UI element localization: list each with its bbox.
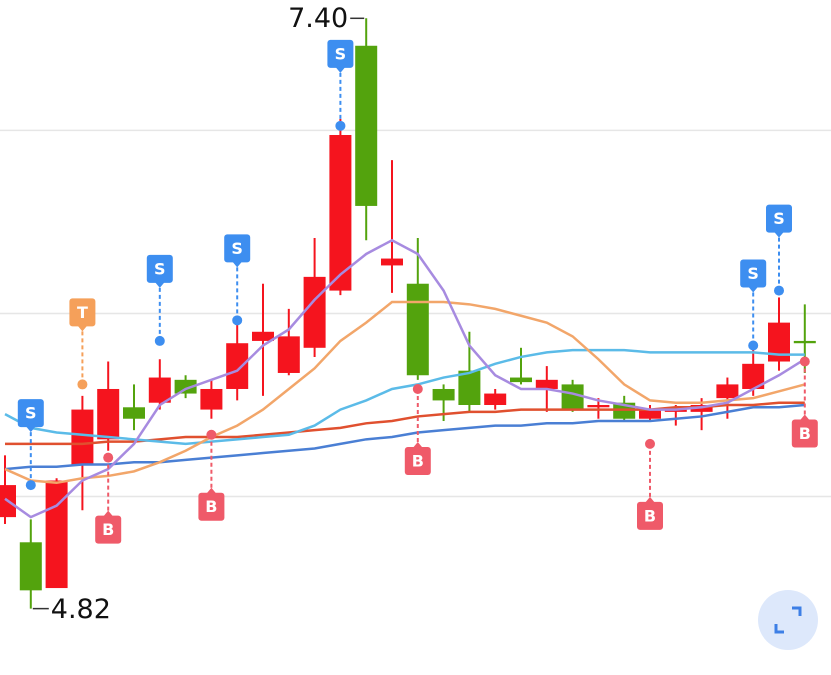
signal-dot (748, 340, 759, 351)
candle-body (561, 384, 584, 410)
signal-label: T (77, 303, 88, 322)
candle-body (432, 388, 455, 401)
moving-average-line (4, 403, 805, 471)
signal-label: S (773, 209, 785, 228)
button-bg[interactable] (758, 590, 818, 650)
signal-marker: T (69, 298, 96, 390)
candle-body (277, 336, 300, 373)
signal-badge (791, 419, 818, 448)
signal-label: S (747, 264, 759, 283)
badge-pointer (412, 441, 423, 448)
badge-pointer (748, 286, 759, 293)
moving-average-line (5, 401, 805, 446)
signal-badge (146, 254, 173, 283)
signal-dot (103, 452, 114, 463)
badge-pointer (206, 487, 217, 494)
candle-body (329, 135, 352, 291)
signal-marker: B (791, 356, 818, 448)
signal-label: B (205, 497, 217, 516)
candle-body (716, 384, 739, 399)
candle-body (226, 343, 249, 389)
signal-badge (95, 515, 122, 544)
signal-marker: B (637, 438, 663, 530)
signal-label: S (335, 44, 347, 63)
candle-body (71, 409, 94, 465)
signal-marker: S (224, 234, 251, 326)
signal-label: B (412, 451, 424, 470)
badge-pointer (25, 426, 36, 433)
moving-average-line (4, 238, 806, 519)
signal-badge (69, 298, 96, 327)
candle-body (355, 45, 378, 206)
candle-body (458, 370, 481, 405)
candle-body (148, 377, 171, 403)
candle-body (793, 340, 816, 344)
candle-body (303, 276, 326, 348)
signal-dot (77, 379, 88, 390)
candle-body (768, 322, 790, 362)
max-price-label: 7.40 (288, 3, 348, 34)
candle-body (484, 393, 507, 405)
candle-body (510, 377, 532, 383)
signal-label: S (231, 239, 243, 258)
signal-badge (404, 446, 431, 475)
signal-badge (327, 39, 354, 68)
signal-dot (206, 429, 217, 440)
badge-pointer (77, 325, 88, 332)
badge-pointer (335, 66, 346, 73)
candle-body (123, 407, 145, 419)
signal-label: S (25, 404, 37, 423)
signal-marker: S (146, 254, 173, 346)
signal-marker: S (327, 39, 354, 131)
signal-marker: S (17, 399, 44, 491)
button-icon[interactable] (774, 606, 802, 634)
signal-dot (154, 335, 165, 346)
candle-body (19, 542, 42, 591)
badge-pointer (103, 510, 114, 517)
signal-marker: S (740, 259, 767, 351)
signal-dot (25, 480, 36, 491)
badge-pointer (645, 496, 655, 503)
signal-dot (335, 120, 346, 131)
signal-dot (412, 383, 423, 394)
signal-label: B (644, 506, 656, 525)
signal-marker: B (404, 383, 431, 475)
candle-body (174, 379, 197, 394)
candle-body (406, 283, 429, 376)
signal-dot (645, 438, 655, 449)
signal-marker: B (95, 452, 122, 544)
badge-pointer (232, 261, 243, 268)
signal-dot (232, 315, 243, 326)
candle-body (252, 331, 274, 341)
signal-badge (198, 492, 225, 521)
candle-body (639, 409, 661, 419)
badge-pointer (154, 281, 165, 288)
candle-body (381, 258, 403, 266)
signal-badge (17, 399, 44, 428)
candle-body (587, 405, 610, 408)
signal-label: B (799, 424, 811, 443)
moving-average-line (4, 300, 806, 485)
candle-body (200, 388, 223, 410)
signal-dot (799, 356, 810, 367)
signal-badge (766, 204, 792, 233)
signal-label: S (154, 259, 166, 278)
signal-label: B (102, 520, 114, 539)
signal-marker: B (198, 429, 225, 521)
badge-pointer (799, 414, 810, 421)
candle-body (742, 363, 765, 389)
signal-badge (224, 234, 251, 263)
min-price-label: 4.82 (51, 594, 111, 625)
moving-average-line (4, 348, 805, 446)
signal-marker: S (766, 204, 792, 296)
candle-body (535, 379, 558, 389)
candle-body (97, 388, 120, 440)
badge-pointer (774, 231, 784, 238)
fullscreen-button[interactable] (758, 590, 818, 650)
signal-badge (740, 259, 767, 288)
signal-badge (637, 501, 663, 530)
signal-dot (774, 285, 784, 296)
